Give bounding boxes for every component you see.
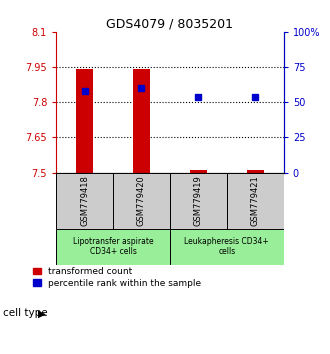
Bar <box>190 170 207 173</box>
Text: GSM779419: GSM779419 <box>194 175 203 226</box>
Text: Leukapheresis CD34+
cells: Leukapheresis CD34+ cells <box>184 237 269 257</box>
Text: GSM779421: GSM779421 <box>251 175 260 226</box>
Bar <box>170 173 227 229</box>
Bar <box>227 173 284 229</box>
Text: GSM779418: GSM779418 <box>80 175 89 226</box>
Bar <box>170 229 284 265</box>
Text: cell type: cell type <box>3 308 48 318</box>
Bar <box>56 173 113 229</box>
Bar <box>133 69 150 173</box>
Bar <box>113 173 170 229</box>
Title: GDS4079 / 8035201: GDS4079 / 8035201 <box>107 18 233 31</box>
Bar <box>76 69 93 173</box>
Text: Lipotransfer aspirate
CD34+ cells: Lipotransfer aspirate CD34+ cells <box>73 237 153 257</box>
Legend: transformed count, percentile rank within the sample: transformed count, percentile rank withi… <box>33 267 201 288</box>
Bar <box>56 229 170 265</box>
Bar <box>247 170 264 173</box>
Text: GSM779420: GSM779420 <box>137 175 146 226</box>
Text: ▶: ▶ <box>38 308 46 318</box>
